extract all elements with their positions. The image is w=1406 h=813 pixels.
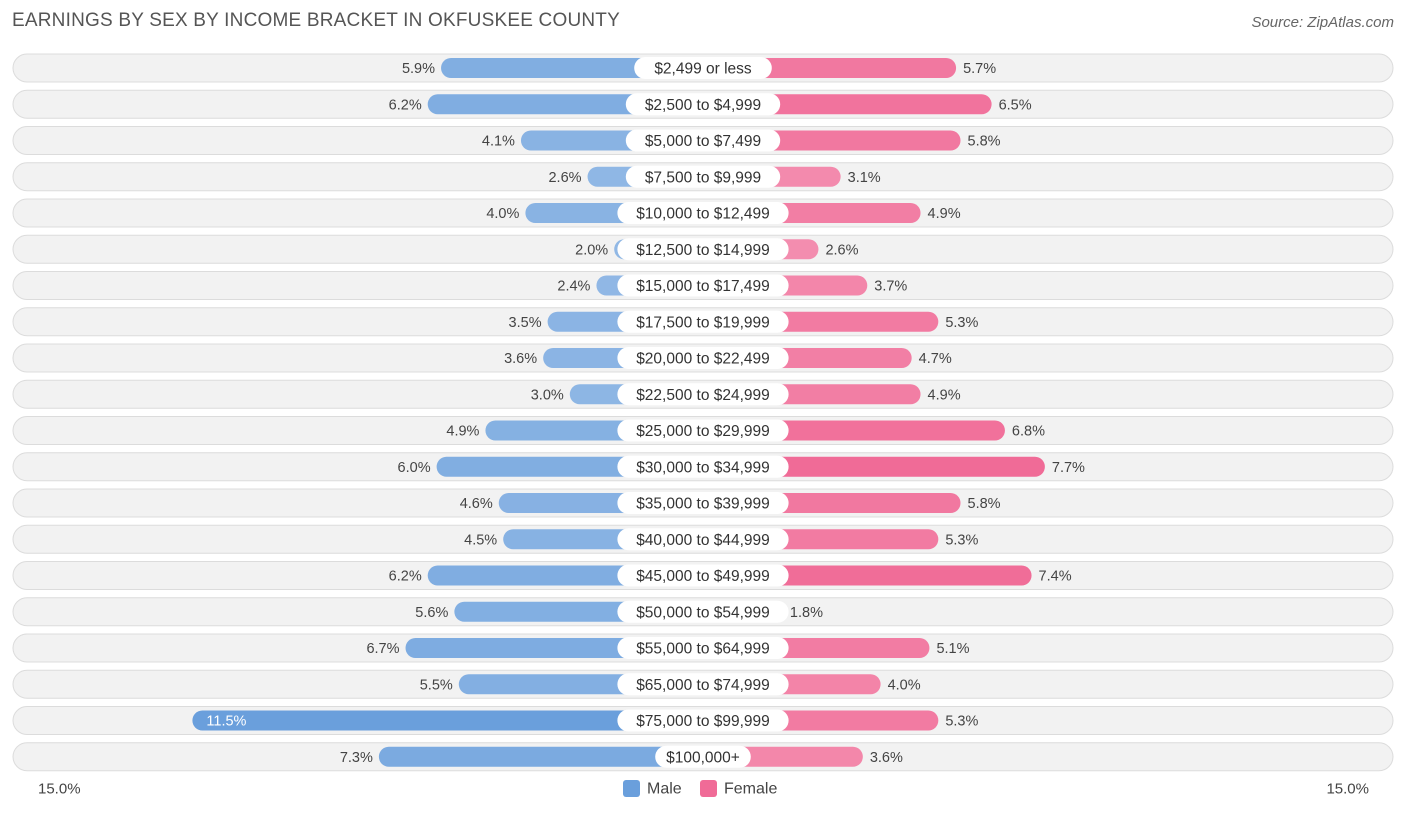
female-value-label: 6.5%	[999, 97, 1032, 113]
female-value-label: 3.1%	[848, 170, 881, 186]
male-value-label: 5.5%	[420, 677, 453, 693]
category-label: $35,000 to $39,999	[636, 496, 770, 513]
female-value-label: 6.8%	[1012, 424, 1045, 440]
category-label: $25,000 to $29,999	[636, 423, 770, 440]
male-value-label: 6.2%	[389, 569, 422, 585]
male-value-label: 4.0%	[486, 206, 519, 222]
male-value-label: 5.6%	[415, 605, 448, 621]
male-value-label: 5.9%	[402, 61, 435, 77]
legend-label-male: Male	[647, 781, 682, 798]
category-pill	[617, 202, 789, 224]
axis-label-right: 15.0%	[1326, 781, 1369, 798]
category-pill	[625, 129, 781, 152]
female-value-label: 3.7%	[874, 279, 907, 295]
category-label: $40,000 to $44,999	[636, 532, 770, 549]
category-pill	[617, 274, 789, 297]
female-value-label: 5.3%	[945, 315, 978, 331]
female-bar	[703, 456, 1045, 477]
category-pill	[617, 310, 789, 333]
female-value-label: 3.6%	[870, 750, 903, 766]
male-value-label: 3.6%	[504, 351, 537, 367]
source-credit: Source: ZipAtlas.com	[1251, 14, 1394, 31]
category-label: $2,500 to $4,999	[645, 97, 761, 114]
category-label: $12,500 to $14,999	[636, 242, 770, 259]
female-value-label: 4.9%	[928, 387, 961, 403]
category-pill	[625, 165, 781, 188]
category-pill	[655, 745, 751, 768]
male-value-label: 2.6%	[548, 170, 581, 186]
category-label: $100,000+	[666, 749, 740, 766]
female-value-label: 5.7%	[963, 61, 996, 77]
category-label: $10,000 to $12,499	[636, 206, 770, 223]
female-value-label: 5.3%	[945, 714, 978, 730]
category-pill	[625, 93, 781, 116]
male-value-label: 2.4%	[557, 279, 590, 295]
female-value-label: 4.7%	[919, 351, 952, 367]
male-value-label: 4.1%	[482, 134, 515, 150]
male-value-label: 3.5%	[509, 315, 542, 331]
legend: Male Female	[623, 780, 777, 798]
male-value-label: 6.0%	[398, 460, 431, 476]
male-bar	[378, 746, 703, 767]
category-pill	[617, 455, 789, 478]
category-label: $65,000 to $74,999	[636, 677, 770, 694]
female-value-label: 2.6%	[825, 242, 858, 258]
category-label: $20,000 to $22,499	[636, 351, 770, 368]
category-label: $75,000 to $99,999	[636, 713, 770, 730]
legend-swatch-male	[623, 780, 640, 797]
category-pill	[617, 492, 789, 514]
female-value-label: 5.8%	[968, 496, 1001, 512]
category-pill	[617, 673, 789, 696]
category-label: $30,000 to $34,999	[636, 459, 770, 476]
axis-label-left: 15.0%	[38, 781, 81, 798]
legend-swatch-female	[700, 780, 717, 797]
category-label: $2,499 or less	[654, 61, 752, 78]
male-value-label: 4.5%	[464, 532, 497, 548]
legend-label-female: Female	[724, 781, 777, 798]
female-value-label: 5.3%	[945, 532, 978, 548]
category-label: $15,000 to $17,499	[636, 278, 770, 295]
category-label: $55,000 to $64,999	[636, 641, 770, 658]
chart-rows: $2,499 or less 5.9% 5.7% $2,500 to $4,999 6.…	[12, 53, 1394, 772]
female-value-label: 1.8%	[790, 605, 823, 621]
category-pill	[617, 600, 789, 623]
female-value-label: 4.9%	[928, 206, 961, 222]
category-pill	[617, 383, 789, 406]
male-value-label: 2.0%	[575, 242, 608, 258]
male-value-label: 4.6%	[460, 496, 493, 512]
category-label: $50,000 to $54,999	[636, 604, 770, 621]
chart-title: EARNINGS BY SEX BY INCOME BRACKET IN OKF…	[12, 10, 620, 31]
category-pill	[634, 57, 772, 79]
male-bar	[192, 710, 703, 731]
male-value-label: 4.9%	[446, 424, 479, 440]
female-value-label: 5.8%	[968, 134, 1001, 150]
category-pill	[617, 709, 789, 732]
category-label: $17,500 to $19,999	[636, 314, 770, 331]
female-value-label: 4.0%	[888, 677, 921, 693]
male-value-label: 7.3%	[340, 750, 373, 766]
category-pill	[617, 419, 789, 442]
male-value-label: 6.7%	[366, 641, 399, 657]
male-value-label: 3.0%	[531, 387, 564, 403]
female-value-label: 5.1%	[936, 641, 969, 657]
female-value-label: 7.4%	[1039, 569, 1072, 585]
male-value-label: 6.2%	[389, 97, 422, 113]
category-pill	[617, 528, 789, 551]
female-value-label: 7.7%	[1052, 460, 1085, 476]
category-label: $22,500 to $24,999	[636, 387, 770, 404]
category-pill	[617, 347, 789, 369]
category-pill	[617, 637, 789, 659]
male-value-label: 11.5%	[206, 714, 246, 730]
category-label: $45,000 to $49,999	[636, 568, 770, 585]
category-pill	[617, 564, 789, 587]
category-pill	[617, 238, 789, 261]
category-label: $7,500 to $9,999	[645, 169, 761, 186]
category-label: $5,000 to $7,499	[645, 133, 761, 150]
